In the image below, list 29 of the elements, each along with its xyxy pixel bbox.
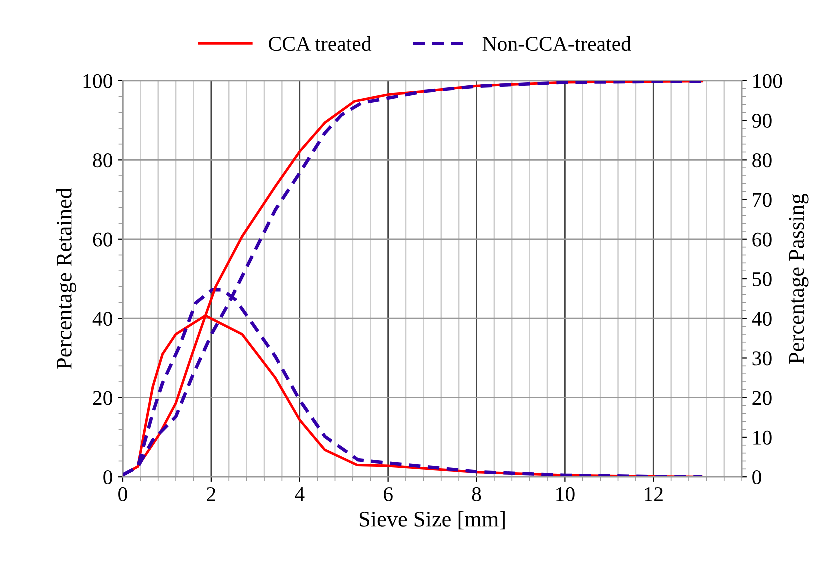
y2-axis-title: Percentage Passing <box>789 194 809 364</box>
y2-tick-label: 90 <box>752 114 772 128</box>
y2-tick-label: 20 <box>752 391 772 406</box>
y-tick-label: 20 <box>93 391 112 406</box>
y2-tick-label: 70 <box>753 193 772 208</box>
y-tick-label: 100 <box>84 74 112 88</box>
x-tick-label: 2 <box>207 487 216 502</box>
y2-tick-label: 50 <box>753 272 772 286</box>
y2-tick-label: 60 <box>752 232 772 247</box>
y-tick-label: 0 <box>104 470 112 485</box>
y-axis-title: Percentage Retained <box>56 188 76 370</box>
y2-tick-label: 0 <box>752 470 762 485</box>
x-tick-label: 10 <box>556 487 575 502</box>
y-tick-label: 60 <box>93 232 112 247</box>
legend-label: Non-CCA-treated <box>482 36 632 52</box>
x-tick-label: 0 <box>118 487 128 502</box>
y-tick-label: 40 <box>92 312 112 326</box>
legend-label: CCA treated <box>269 36 372 52</box>
y2-tick-label: 40 <box>752 312 772 326</box>
y2-tick-label: 80 <box>752 154 772 168</box>
y2-tick-label: 100 <box>754 74 782 88</box>
x-axis-title: Sieve Size [mm] <box>360 511 505 530</box>
y-tick-label: 80 <box>93 154 112 168</box>
y2-tick-label: 10 <box>754 430 772 445</box>
x-tick-label: 4 <box>295 488 305 502</box>
y2-tick-label: 30 <box>752 352 772 366</box>
x-tick-label: 6 <box>384 487 393 502</box>
x-tick-label: 12 <box>645 487 663 502</box>
x-tick-label: 8 <box>472 487 482 502</box>
